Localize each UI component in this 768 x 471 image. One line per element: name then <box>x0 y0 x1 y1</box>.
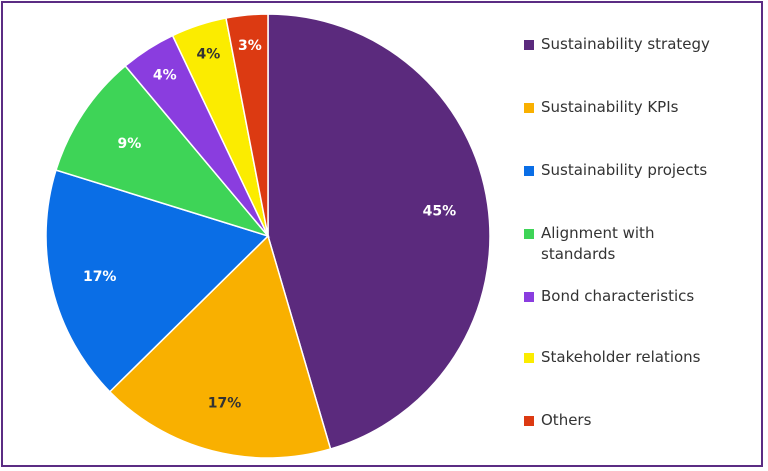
legend-swatch <box>524 416 534 426</box>
pie-slice-sustainability-kpis <box>108 234 332 459</box>
slice-value-label: 4% <box>197 47 221 63</box>
legend-item-alignment-with-standards: Alignment with standards <box>524 223 664 265</box>
legend-label: Alignment with standards <box>541 224 655 263</box>
pie-slice-sustainability-strategy <box>267 13 491 450</box>
legend-label: Others <box>541 411 592 429</box>
legend-item-others: Others <box>524 410 754 431</box>
legend-swatch <box>524 229 534 239</box>
legend-label: Sustainability projects <box>541 161 708 179</box>
legend-label: Sustainability KPIs <box>541 98 679 116</box>
legend-swatch <box>524 292 534 302</box>
slice-value-label: 45% <box>423 203 457 219</box>
slice-value-label: 17% <box>208 396 242 412</box>
legend-swatch <box>524 103 534 113</box>
legend-item-sustainability-kpis: Sustainability KPIs <box>524 97 754 118</box>
pie-slice-others <box>225 13 269 237</box>
legend-label: Sustainability strategy <box>541 35 710 53</box>
legend-item-stakeholder-relations: Stakeholder relations <box>524 347 754 368</box>
pie-slice-sustainability-projects <box>45 169 270 393</box>
legend-label: Bond characteristics <box>541 287 695 305</box>
legend-item-sustainability-strategy: Sustainability strategy <box>524 34 754 55</box>
legend-item-sustainability-projects: Sustainability projects <box>524 160 754 181</box>
slice-value-label: 17% <box>83 269 117 285</box>
slice-value-label: 4% <box>153 67 177 83</box>
pie-slice-alignment-with-standards <box>55 64 271 238</box>
slice-value-label: 3% <box>238 38 262 54</box>
legend-swatch <box>524 353 534 363</box>
legend-swatch <box>524 166 534 176</box>
legend-item-bond-characteristics: Bond characteristics <box>524 286 754 307</box>
slice-value-label: 9% <box>117 136 141 152</box>
legend-label: Stakeholder relations <box>541 348 701 366</box>
legend-swatch <box>524 40 534 50</box>
